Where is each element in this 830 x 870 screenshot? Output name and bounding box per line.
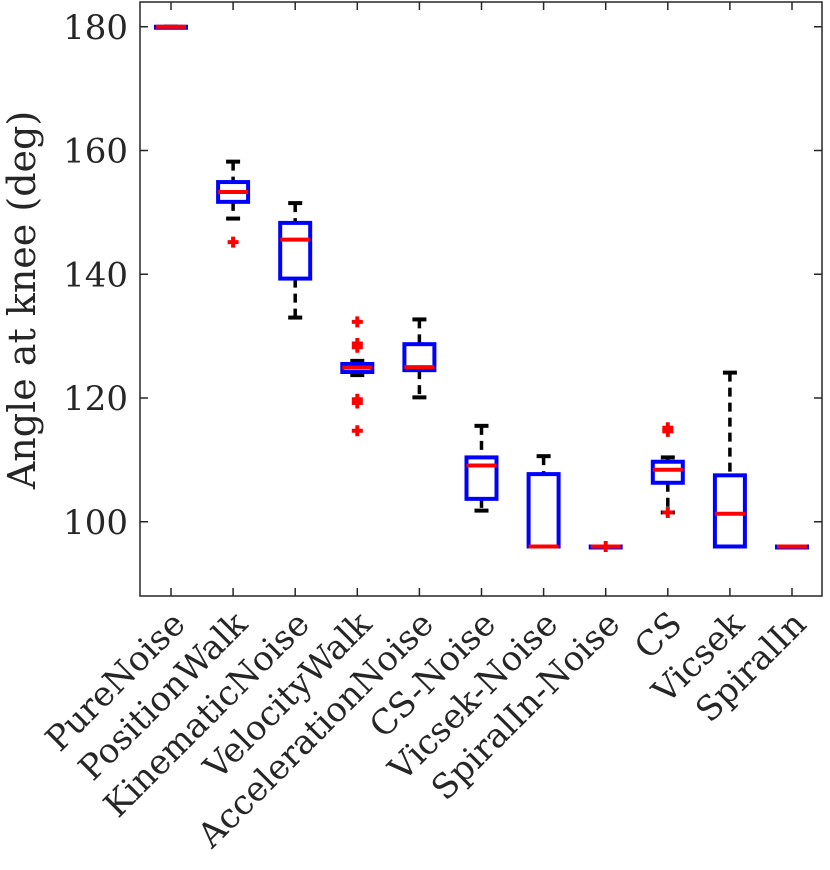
y-tick-label: 180 — [63, 8, 128, 48]
outlier-marker — [662, 506, 674, 518]
box-kinematicnoise — [278, 201, 313, 320]
box-purenoise — [154, 24, 188, 30]
y-axis-title: Angle at knee (deg) — [0, 111, 44, 490]
outlier-marker — [600, 541, 612, 552]
boxes — [154, 24, 809, 552]
y-tick-label: 120 — [63, 379, 128, 419]
outlier-marker — [351, 341, 363, 353]
iqr-box — [650, 459, 685, 485]
y-tick-label: 140 — [63, 255, 128, 295]
box-spiralin — [775, 544, 809, 550]
iqr-box — [712, 473, 747, 549]
box-vicsek — [712, 370, 747, 549]
outlier-marker — [351, 425, 363, 437]
box-positionwalk — [216, 159, 251, 248]
box-cs-noise — [464, 423, 499, 513]
y-tick-label: 100 — [63, 503, 128, 543]
iqr-box — [278, 220, 313, 281]
outlier-marker — [351, 316, 363, 328]
outlier-marker — [662, 425, 674, 437]
box-velocitywalk — [340, 316, 375, 437]
box-cs — [650, 422, 685, 518]
iqr-box — [402, 342, 437, 373]
y-tick-label: 160 — [63, 132, 128, 172]
iqr-box — [464, 455, 499, 501]
outlier-marker — [227, 236, 239, 248]
box-spiralin-noise — [588, 541, 623, 552]
box-vicsek-noise — [526, 454, 561, 549]
y-axis: 100 120 140 160 180 — [63, 8, 822, 543]
outlier-marker — [351, 397, 363, 409]
box-accelerationnoise — [402, 317, 437, 400]
